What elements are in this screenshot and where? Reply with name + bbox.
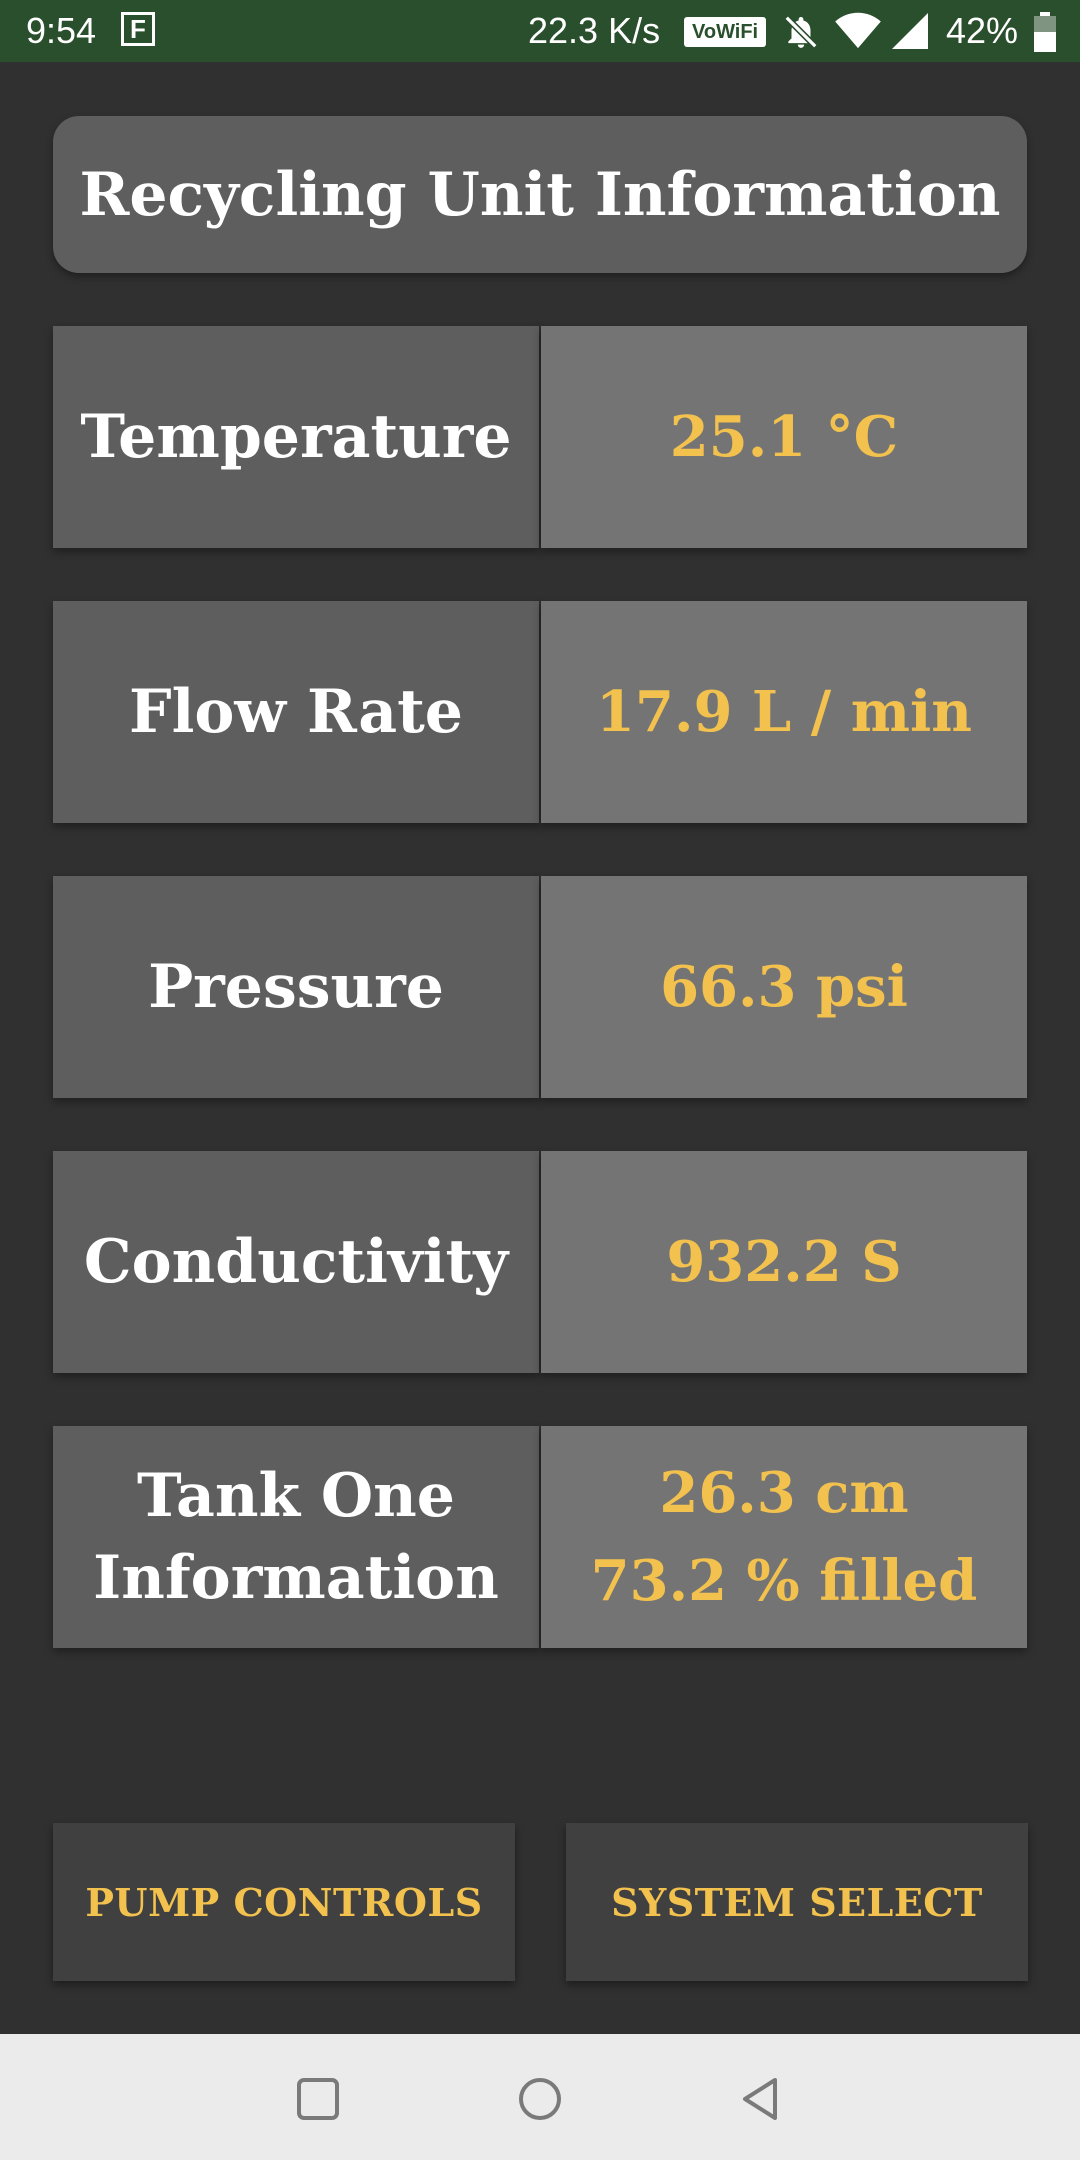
bell-muted-icon — [782, 13, 820, 60]
pressure-label: Pressure — [53, 876, 539, 1098]
reading-row-pressure: Pressure 66.3 psi — [53, 876, 1027, 1098]
tank-fill-value: 73.2 % filled — [590, 1548, 978, 1614]
temperature-label: Temperature — [53, 326, 539, 548]
status-bar: 9:54 F 22.3 K/s VoWiFi 42% — [0, 0, 1080, 62]
conductivity-value-text: 932.2 S — [666, 1229, 902, 1295]
reading-row-tank-one: Tank One Information 26.3 cm 73.2 % fill… — [53, 1426, 1027, 1648]
reading-row-conductivity: Conductivity 932.2 S — [53, 1151, 1027, 1373]
pressure-value-text: 66.3 psi — [660, 954, 908, 1020]
status-time: 9:54 — [26, 10, 97, 51]
signal-icon — [892, 12, 928, 59]
flow-rate-label: Flow Rate — [53, 601, 539, 823]
conductivity-label: Conductivity — [53, 1151, 539, 1373]
notification-f-icon: F — [121, 12, 155, 46]
recents-square-icon[interactable] — [293, 2074, 343, 2124]
vowifi-badge: VoWiFi — [684, 17, 767, 47]
page-title: Recycling Unit Information — [79, 159, 1001, 230]
home-circle-icon[interactable] — [515, 2074, 565, 2124]
reading-row-temperature: Temperature 25.1 °C — [53, 326, 1027, 548]
temperature-value-text: 25.1 °C — [669, 404, 899, 470]
flow-rate-value-text: 17.9 L / min — [596, 679, 972, 745]
tank-one-value: 26.3 cm 73.2 % filled — [541, 1426, 1027, 1648]
back-triangle-icon[interactable] — [737, 2074, 787, 2124]
battery-percent: 42% — [946, 10, 1019, 51]
title-card: Recycling Unit Information — [53, 116, 1027, 273]
system-select-button[interactable]: SYSTEM SELECT — [566, 1823, 1028, 1981]
pump-controls-button[interactable]: PUMP CONTROLS — [53, 1823, 515, 1981]
tank-one-label-line1: Tank One — [137, 1461, 455, 1531]
tank-level-value: 26.3 cm — [659, 1460, 909, 1526]
network-speed: 22.3 K/s — [528, 10, 661, 51]
reading-row-flow-rate: Flow Rate 17.9 L / min — [53, 601, 1027, 823]
temperature-value: 25.1 °C — [541, 326, 1027, 548]
tank-one-label-line2: Information — [93, 1543, 499, 1613]
tank-one-label: Tank One Information — [53, 1426, 539, 1648]
battery-icon — [1034, 12, 1056, 61]
pressure-value: 66.3 psi — [541, 876, 1027, 1098]
flow-rate-value: 17.9 L / min — [541, 601, 1027, 823]
conductivity-value: 932.2 S — [541, 1151, 1027, 1373]
navigation-bar — [0, 2034, 1080, 2160]
wifi-icon — [835, 12, 881, 59]
